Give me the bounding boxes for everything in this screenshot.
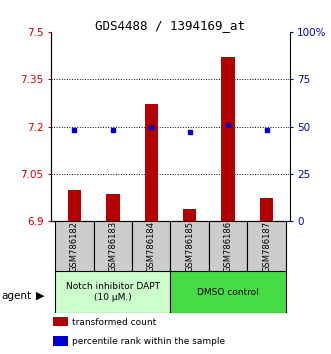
Bar	[170, 221, 209, 271]
Bar	[209, 221, 247, 271]
Bar	[55, 221, 94, 271]
Text: DMSO control: DMSO control	[197, 287, 259, 297]
Text: transformed count: transformed count	[72, 318, 157, 327]
Text: agent: agent	[2, 291, 32, 301]
Text: GSM786185: GSM786185	[185, 221, 194, 272]
Bar	[170, 271, 286, 313]
Bar	[145, 104, 158, 221]
Bar	[53, 317, 68, 326]
Text: ▶: ▶	[35, 291, 44, 301]
Text: GSM786182: GSM786182	[70, 221, 79, 272]
Bar	[260, 198, 273, 221]
Text: percentile rank within the sample: percentile rank within the sample	[72, 337, 225, 346]
Bar	[183, 209, 196, 221]
Bar	[247, 221, 286, 271]
Bar	[106, 194, 119, 221]
Bar	[68, 190, 81, 221]
Bar	[55, 271, 170, 313]
Text: GSM786186: GSM786186	[224, 221, 233, 272]
Bar	[132, 221, 170, 271]
Bar	[221, 57, 235, 221]
Text: Notch inhibitor DAPT
(10 μM.): Notch inhibitor DAPT (10 μM.)	[66, 282, 160, 302]
Text: GDS4488 / 1394169_at: GDS4488 / 1394169_at	[95, 19, 246, 33]
Text: GSM786187: GSM786187	[262, 221, 271, 272]
Text: GSM786184: GSM786184	[147, 221, 156, 272]
Bar	[53, 336, 68, 346]
Text: GSM786183: GSM786183	[108, 221, 117, 272]
Bar	[94, 221, 132, 271]
